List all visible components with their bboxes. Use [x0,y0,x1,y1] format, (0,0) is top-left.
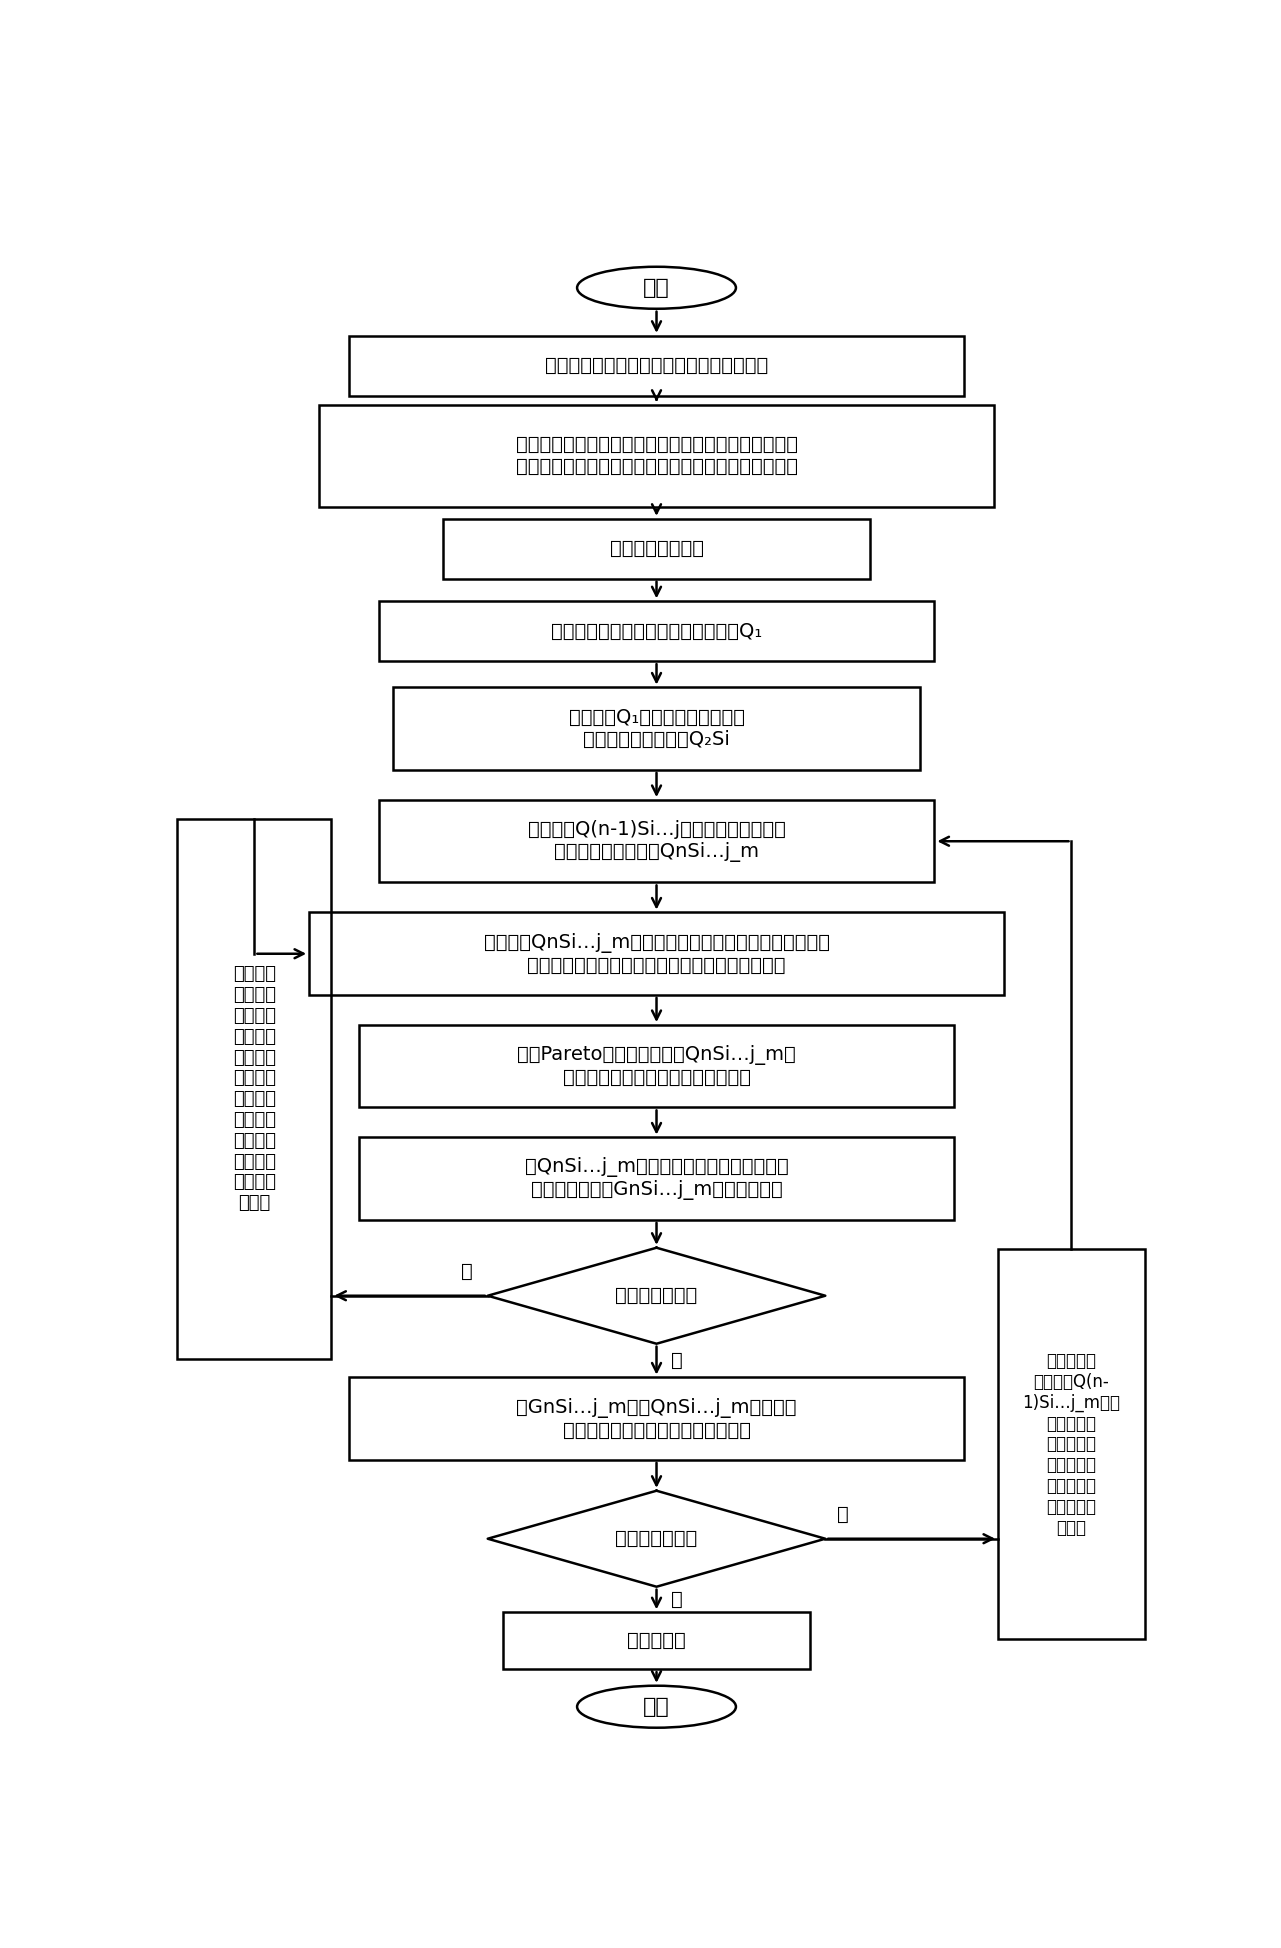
Text: 将GnSi…j_m作为QnSi…j_m的解集，
计算上一层种群中各个个体的适应度: 将GnSi…j_m作为QnSi…j_m的解集， 计算上一层种群中各个个体的适应度 [516,1399,797,1440]
Text: 达到迭代次数？: 达到迭代次数？ [615,1529,698,1549]
Text: 循环选择QnSi…j_m中的个体，根据各层种群所选个体对应
的参数组合，生成优化模型，仿真得到各子目标值: 循环选择QnSi…j_m中的个体，根据各层种群所选个体对应 的参数组合，生成优化… [483,933,830,974]
Text: 结束: 结束 [643,1697,670,1716]
Text: 使用联赛竞
争机制从Q(n-
1)Si…j_m中选
择优势个体
，生成新的
配对池，进
行交叉、变
异，生成新
的种群: 使用联赛竞 争机制从Q(n- 1)Si…j_m中选 择优势个体 ，生成新的 配对… [1022,1352,1121,1537]
Text: 否: 否 [461,1262,473,1280]
Text: 将QnSi…j_m中的最优个体复制到该群体对
应的外部优势集GnSi…j_m，将劣解删除: 将QnSi…j_m中的最优个体复制到该群体对 应的外部优势集GnSi…j_m，将… [525,1157,788,1200]
Text: 开始: 开始 [643,279,670,298]
Text: 循环选择Q(n-1)Si…j的个体，生成下一层
问题空间的初始种群QnSi…j_m: 循环选择Q(n-1)Si…j的个体，生成下一层 问题空间的初始种群QnSi…j_… [528,820,785,863]
Text: 是: 是 [671,1590,683,1609]
Text: 针对第一层问题空间，产生初始种群Q₁: 针对第一层问题空间，产生初始种群Q₁ [551,621,762,641]
Text: 输出最优解: 输出最优解 [628,1630,685,1650]
Text: 是: 是 [671,1352,683,1369]
Text: 循环选择Q₁的个体，生成下一层
问题空间的初始种群Q₂Si: 循环选择Q₁的个体，生成下一层 问题空间的初始种群Q₂Si [569,709,744,750]
Text: 达到迭代次数？: 达到迭代次数？ [615,1286,698,1305]
Text: 确定优化参数，根据优化参数划分问题空间: 确定优化参数，根据优化参数划分问题空间 [544,356,769,376]
Text: 使用联赛
竞争机制
从当代和
上一代种
群中选择
优势个体
，生成新
的配对池
，进行交
叉、变异
，生成新
的种群: 使用联赛 竞争机制 从当代和 上一代种 群中选择 优势个体 ，生成新 的配对池 … [233,966,275,1212]
Text: 否: 否 [838,1504,849,1523]
Text: 根据优化需求和系统使用需要，确定系统参数优化评价
子目标；根据车型和使用工况，确定各子目标权重系数: 根据优化需求和系统使用需要，确定系统参数优化评价 子目标；根据车型和使用工况，确… [515,434,798,475]
Text: 基于Pareto解的优胜关系对QnSi…j_m中
的个体进行排序，并确定其适应度值: 基于Pareto解的优胜关系对QnSi…j_m中 的个体进行排序，并确定其适应度… [518,1046,796,1087]
Text: 优化初始参数设定: 优化初始参数设定 [610,540,703,559]
